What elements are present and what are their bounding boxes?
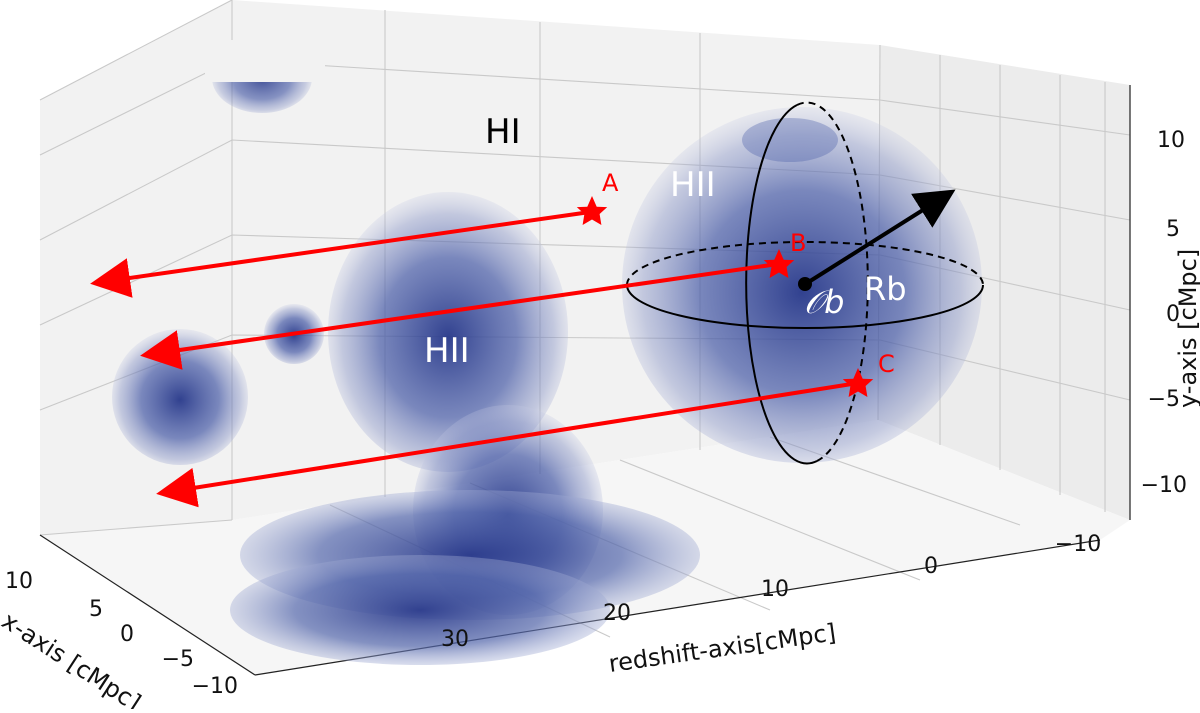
star-b-icon	[763, 249, 795, 278]
label-point-b: B	[790, 229, 806, 257]
star-a-icon	[576, 196, 608, 225]
radius-arrow	[798, 189, 956, 291]
redshift-axis-label: redshift-axis[cMpc]	[607, 618, 838, 678]
z-tick: 20	[603, 601, 631, 626]
redshift-axis-ticks: 30 20 10 0 −10	[441, 532, 1101, 652]
label-point-c: C	[878, 350, 895, 378]
z-tick: −10	[1055, 532, 1101, 557]
sightline-origins	[576, 196, 874, 397]
meridian-right	[796, 101, 869, 462]
label-hii-middle: HII	[424, 331, 470, 371]
x-tick: −5	[162, 647, 194, 672]
x-tick: 0	[120, 622, 134, 647]
y-tick: 10	[1157, 128, 1185, 153]
x-tick: 5	[89, 597, 103, 622]
bubble-middle	[328, 192, 568, 472]
equator-back	[626, 241, 984, 286]
x-tick: 10	[5, 569, 33, 594]
x-axis-ticks: 10 5 0 −5 −10	[5, 569, 238, 699]
bubble-floor-2	[230, 555, 610, 665]
label-hii-right: HII	[670, 165, 716, 205]
bubble-right-inner	[742, 118, 838, 162]
meridian-left	[745, 104, 818, 465]
star-c-icon	[842, 368, 874, 397]
z-tick: 10	[761, 577, 789, 602]
y-axis-ticks: 10 5 0 −5 −10	[1141, 128, 1187, 498]
y-tick: 5	[1166, 217, 1180, 242]
x-tick: −10	[192, 674, 238, 699]
label-hi: HI	[485, 112, 521, 152]
y-tick: −10	[1141, 473, 1187, 498]
bubble-cross-sections	[626, 101, 984, 465]
y-tick: 0	[1166, 302, 1180, 327]
label-bubble-radius: Rb	[864, 270, 907, 308]
sightlines	[90, 210, 859, 508]
sightline-b	[140, 262, 779, 370]
equator-front	[626, 284, 984, 329]
y-axis-label: y-axis [cMpc]	[1174, 249, 1200, 408]
sightline-c	[156, 381, 859, 508]
y-tick: −5	[1148, 387, 1180, 412]
label-bubble-center: 𝒪b	[804, 283, 844, 321]
z-tick: 30	[441, 627, 469, 652]
sightline-a	[90, 210, 591, 298]
label-point-a: A	[602, 169, 619, 197]
z-tick: 0	[924, 554, 938, 579]
